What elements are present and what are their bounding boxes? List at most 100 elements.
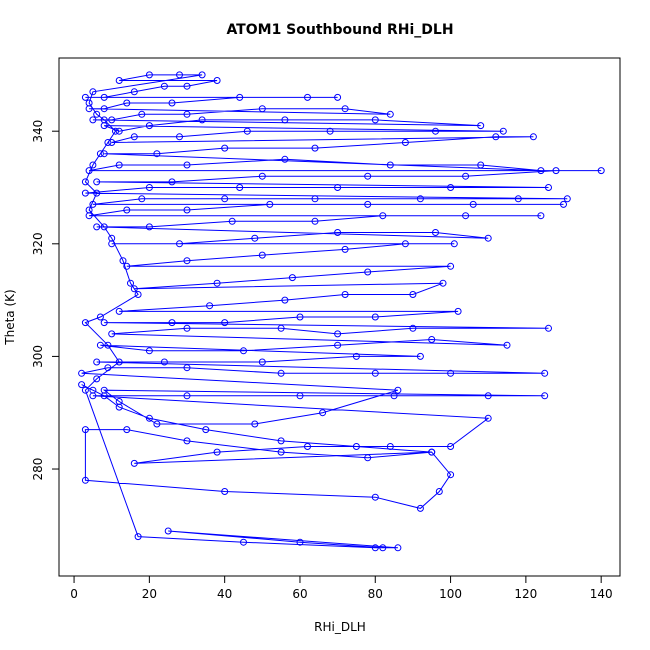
data-point [386, 110, 394, 118]
data-point [93, 358, 101, 366]
data-point [100, 386, 108, 394]
data-point [364, 268, 372, 276]
data-point [552, 167, 560, 175]
data-point [311, 195, 319, 203]
data-point [541, 369, 549, 377]
data-point [183, 257, 191, 265]
data-point [130, 88, 138, 96]
y-axis: 280 300 320 340 [31, 120, 60, 480]
data-point [168, 178, 176, 186]
data-point [85, 167, 93, 175]
data-point [545, 324, 552, 332]
data-point [81, 93, 89, 101]
data-point [176, 240, 183, 248]
data-point [371, 493, 379, 501]
data-point [78, 381, 86, 389]
data-point [183, 437, 191, 445]
data-point [112, 127, 119, 135]
data-point [288, 274, 296, 282]
data-point [432, 127, 439, 135]
data-point [450, 240, 458, 248]
data-point [371, 369, 379, 377]
x-tick-label: 20 [142, 587, 157, 601]
data-point [138, 110, 146, 118]
data-point [243, 127, 251, 135]
x-tick-label: 0 [70, 587, 78, 601]
data-point [183, 392, 191, 400]
data-point [198, 71, 206, 79]
data-point [484, 414, 492, 422]
data-point [96, 150, 104, 158]
data-point [160, 82, 168, 90]
data-point [364, 454, 372, 462]
data-point [115, 307, 123, 315]
data-point [202, 426, 210, 434]
data-point [183, 110, 191, 118]
data-point [100, 319, 108, 327]
data-point [100, 105, 108, 113]
data-point [439, 279, 447, 287]
data-point [100, 150, 108, 158]
data-point [416, 352, 424, 360]
data-point [93, 178, 101, 186]
data-point [108, 116, 116, 124]
data-point [93, 223, 101, 231]
data-point [560, 200, 567, 208]
data-point [266, 200, 274, 208]
data-point [334, 229, 342, 236]
data-point [134, 291, 142, 298]
data-point [499, 127, 507, 135]
data-point [537, 167, 545, 175]
data-point [100, 116, 108, 124]
data-point [81, 189, 89, 197]
data-point [477, 161, 485, 169]
data-point [334, 330, 342, 338]
series-lines [81, 74, 602, 549]
data-point [85, 99, 93, 107]
data-point [409, 324, 417, 332]
data-point [221, 319, 229, 327]
data-point [277, 369, 285, 377]
data-point [304, 443, 311, 450]
data-point [168, 319, 176, 327]
data-point [386, 443, 394, 450]
data-point [153, 150, 161, 158]
data-point [503, 341, 511, 349]
data-point [296, 538, 304, 546]
data-point [416, 504, 424, 512]
data-point [409, 291, 417, 298]
data-point [104, 341, 112, 349]
data-point [597, 167, 605, 175]
data-point [296, 313, 304, 321]
data-point [416, 195, 424, 203]
data-point [85, 206, 93, 214]
data-point [153, 420, 161, 428]
data-point [319, 409, 327, 417]
data-point [123, 206, 131, 214]
data-point [477, 122, 485, 130]
data-point [89, 161, 97, 169]
data-point [198, 116, 206, 124]
x-axis-label: RHi_DLH [314, 620, 366, 634]
data-point [104, 364, 112, 372]
chart-title: ATOM1 Southbound RHi_DLH [226, 22, 453, 38]
data-point [311, 217, 319, 225]
data-point [537, 212, 545, 220]
data-point [221, 195, 229, 203]
data-point [96, 341, 104, 349]
data-point [386, 161, 394, 169]
data-point [432, 229, 439, 236]
data-point [311, 144, 319, 152]
data-point [541, 392, 549, 400]
data-point [145, 184, 153, 191]
data-point [89, 88, 97, 96]
data-point [258, 105, 266, 113]
data-point [514, 195, 522, 203]
data-point [341, 245, 349, 253]
data-point [115, 77, 123, 84]
data-point [104, 139, 112, 146]
data-point [447, 184, 455, 191]
x-tick-label: 120 [514, 587, 537, 601]
y-tick-label: 340 [31, 120, 45, 143]
data-point [484, 392, 492, 400]
